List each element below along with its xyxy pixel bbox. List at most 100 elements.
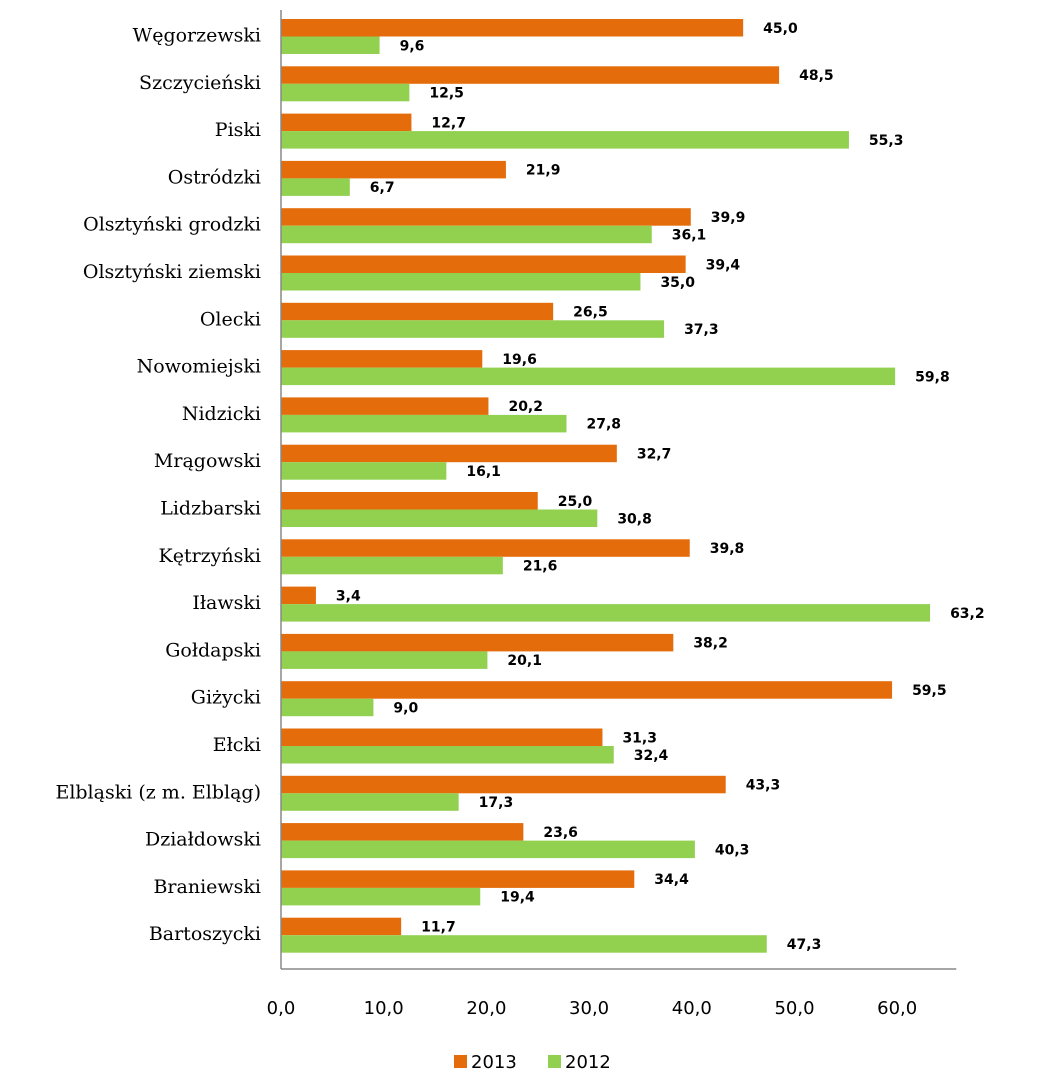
category-label: Braniewski xyxy=(153,876,261,898)
value-label-2013: 20,2 xyxy=(508,399,543,415)
bar-2012 xyxy=(281,556,503,575)
bar-2013 xyxy=(281,350,483,368)
value-label-2012: 30,8 xyxy=(617,511,652,527)
value-label-2012: 9,0 xyxy=(393,700,418,716)
legend-swatch-2013 xyxy=(454,1055,467,1068)
bar-2013 xyxy=(281,539,690,557)
value-label-2013: 26,5 xyxy=(573,305,608,321)
bar-2012 xyxy=(281,178,350,196)
value-label-2013: 21,9 xyxy=(526,163,561,179)
bar-2013 xyxy=(281,397,489,415)
value-label-2012: 37,3 xyxy=(684,322,719,338)
bar-2012 xyxy=(281,367,896,386)
value-label-2012: 19,4 xyxy=(500,890,535,906)
value-label-2012: 40,3 xyxy=(715,842,750,858)
x-tick-label: 40,0 xyxy=(672,998,712,1019)
bar-2012 xyxy=(281,887,481,906)
bar-2013 xyxy=(281,492,538,510)
bar-2013 xyxy=(281,775,726,794)
bar-2012 xyxy=(281,840,695,859)
value-label-2012: 27,8 xyxy=(587,417,622,433)
category-label: Działdowski xyxy=(145,829,261,851)
value-label-2013: 32,7 xyxy=(637,446,672,462)
value-label-2012: 47,3 xyxy=(787,937,822,953)
bar-2013 xyxy=(281,681,893,699)
bar-2012 xyxy=(281,509,598,527)
value-label-2012: 12,5 xyxy=(429,86,464,102)
x-tick-label: 30,0 xyxy=(569,998,609,1019)
legend-label-2013: 2013 xyxy=(471,1052,517,1073)
category-label: Olsztyński grodzki xyxy=(83,214,261,236)
bar-2013 xyxy=(281,917,402,936)
bar-2012 xyxy=(281,36,380,54)
category-label: Nowomiejski xyxy=(137,356,261,378)
bar-2012 xyxy=(281,604,931,622)
value-label-2012: 21,6 xyxy=(523,559,558,575)
value-label-2013: 31,3 xyxy=(622,730,657,746)
value-label-2012: 16,1 xyxy=(466,464,501,480)
value-label-2012: 32,4 xyxy=(634,748,669,764)
bar-2013 xyxy=(281,160,506,179)
value-label-2012: 20,1 xyxy=(507,653,542,669)
value-label-2013: 39,4 xyxy=(706,257,741,273)
value-label-2012: 6,7 xyxy=(370,180,395,196)
bar-2013 xyxy=(281,208,691,226)
value-label-2013: 39,8 xyxy=(710,541,745,557)
value-label-2012: 63,2 xyxy=(950,606,985,622)
x-tick-label: 50,0 xyxy=(774,998,814,1019)
category-label: Kętrzyński xyxy=(159,545,261,567)
bars-group xyxy=(281,19,931,953)
value-label-2013: 34,4 xyxy=(654,872,689,888)
x-tick-label: 60,0 xyxy=(877,998,917,1019)
category-label: Piski xyxy=(215,119,261,141)
bar-2012 xyxy=(281,698,374,717)
category-label: Lidzbarski xyxy=(160,498,261,520)
x-tick-label: 0,0 xyxy=(267,998,296,1019)
value-label-2012: 59,8 xyxy=(915,369,950,385)
bar-2013 xyxy=(281,113,412,132)
x-tick-labels: 0,0 10,0 20,0 30,0 40,0 50,0 60,0 xyxy=(267,998,918,1019)
value-label-2013: 43,3 xyxy=(746,778,781,794)
value-label-2013: 25,0 xyxy=(558,494,593,510)
x-tick-label: 10,0 xyxy=(364,998,404,1019)
value-label-2012: 55,3 xyxy=(869,133,904,149)
category-label: Elbląski (z m. Elbląg) xyxy=(55,781,261,803)
legend: 2013 2012 xyxy=(454,1052,611,1073)
bar-2012 xyxy=(281,746,614,764)
category-label: Ostródzki xyxy=(168,166,261,188)
bar-2012 xyxy=(281,131,849,149)
bar-2013 xyxy=(281,633,674,652)
category-label: Olsztyński ziemski xyxy=(83,261,261,283)
bar-2013 xyxy=(281,870,635,888)
bar-2013 xyxy=(281,823,524,841)
bar-2012 xyxy=(281,414,567,433)
bar-2012 xyxy=(281,320,665,338)
category-label: Szczycieński xyxy=(139,72,261,94)
value-label-2013: 3,4 xyxy=(336,588,361,604)
value-label-2013: 12,7 xyxy=(431,115,466,131)
x-tick-label: 20,0 xyxy=(466,998,506,1019)
legend-swatch-2012 xyxy=(548,1055,561,1068)
bar-2012 xyxy=(281,935,767,953)
bar-2013 xyxy=(281,255,686,273)
value-label-2013: 11,7 xyxy=(421,919,456,935)
value-label-2013: 23,6 xyxy=(543,825,578,841)
bar-2013 xyxy=(281,444,617,463)
category-label: Iławski xyxy=(192,592,261,614)
bar-2013 xyxy=(281,66,780,84)
category-label: Gołdapski xyxy=(165,639,261,661)
value-label-2012: 17,3 xyxy=(479,795,514,811)
value-label-2013: 48,5 xyxy=(799,68,834,84)
bar-2012 xyxy=(281,83,410,102)
legend-label-2012: 2012 xyxy=(565,1052,611,1073)
category-label: Bartoszycki xyxy=(149,923,261,945)
bar-2012 xyxy=(281,273,641,291)
value-label-2013: 39,9 xyxy=(711,210,746,226)
category-label: Giżycki xyxy=(191,687,261,709)
category-label: Nidzicki xyxy=(182,403,261,425)
value-label-2013: 59,5 xyxy=(912,683,947,699)
value-label-2013: 45,0 xyxy=(763,21,798,37)
bar-2012 xyxy=(281,225,652,244)
value-label-2013: 19,6 xyxy=(502,352,537,368)
